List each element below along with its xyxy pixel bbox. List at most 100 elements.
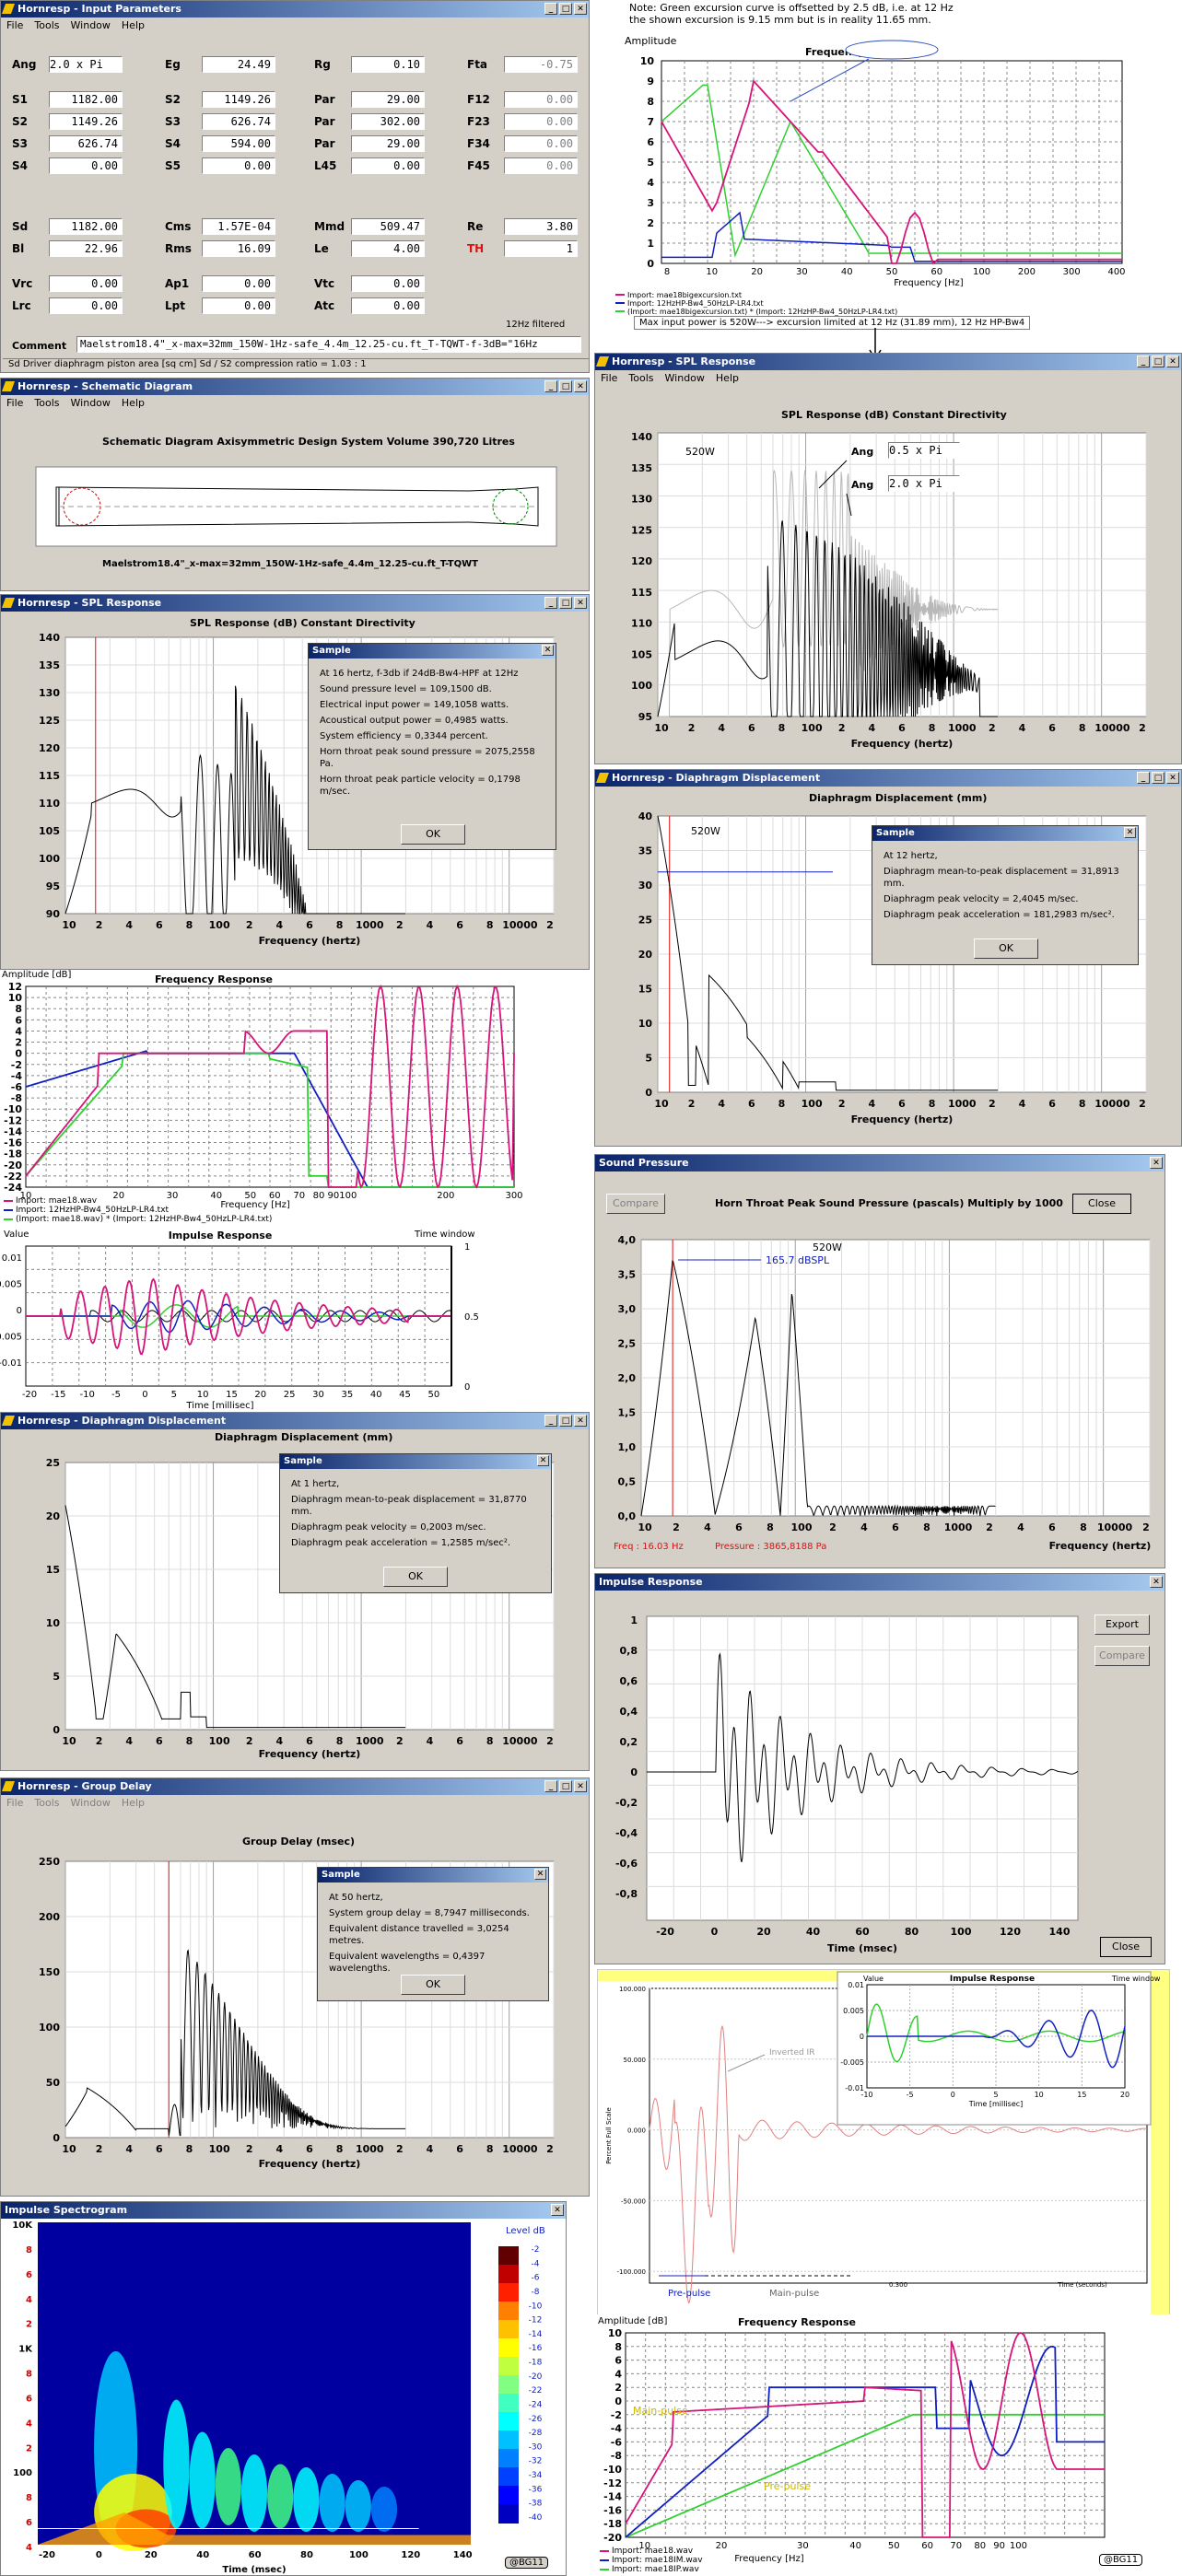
param-field[interactable]: 0.00 — [202, 275, 275, 292]
close-icon[interactable]: ✕ — [551, 2204, 564, 2216]
param-field[interactable]: 0.00 — [202, 157, 275, 174]
minimize-icon[interactable]: _ — [544, 597, 557, 609]
menu-help[interactable]: Help — [121, 1797, 145, 1809]
menu-tools[interactable]: Tools — [34, 397, 60, 409]
maximize-icon[interactable]: □ — [1152, 356, 1164, 367]
title-bar[interactable]: Sound Pressure ✕ — [595, 1155, 1164, 1171]
export-button[interactable]: Export — [1094, 1614, 1150, 1635]
param-field[interactable]: 1149.26 — [202, 91, 275, 108]
param-field[interactable]: 16.09 — [202, 240, 275, 257]
param-field[interactable]: 0.00 — [504, 91, 578, 108]
param-field[interactable]: 626.74 — [202, 113, 275, 130]
param-field[interactable]: 2.0 x Pi — [49, 56, 123, 73]
menu-help[interactable]: Help — [715, 372, 739, 384]
close-icon[interactable]: ✕ — [574, 1780, 587, 1792]
compare-button[interactable]: Compare — [606, 1194, 665, 1214]
close-icon[interactable]: ✕ — [1150, 1576, 1163, 1588]
param-field[interactable]: 1 — [504, 240, 578, 257]
title-bar[interactable]: Hornresp - SPL Response _ □ ✕ — [595, 354, 1181, 370]
ok-button[interactable]: OK — [401, 1975, 465, 1995]
comment-field[interactable]: Maelstrom18.4"_x-max=32mm_150W-1Hz-safe_… — [76, 336, 581, 353]
param-field[interactable]: 1182.00 — [49, 218, 123, 235]
minimize-icon[interactable]: _ — [544, 1780, 557, 1792]
param-field[interactable]: 24.49 — [202, 56, 275, 73]
title-bar[interactable]: Hornresp - Input Parameters _ □ ✕ — [1, 1, 589, 17]
param-field[interactable]: 0.00 — [351, 297, 425, 314]
param-field[interactable]: -0.75 — [504, 56, 578, 73]
title-bar[interactable]: Hornresp - Schematic Diagram _ □ ✕ — [1, 379, 589, 395]
title-bar[interactable]: Impulse Response ✕ — [595, 1574, 1164, 1591]
maximize-icon[interactable]: □ — [559, 1780, 572, 1792]
menu-window[interactable]: Window — [70, 19, 111, 31]
param-field[interactable]: 0.00 — [49, 297, 123, 314]
ok-button[interactable]: OK — [401, 824, 465, 845]
close-icon[interactable]: ✕ — [534, 1869, 546, 1880]
close-icon[interactable]: ✕ — [542, 645, 554, 656]
menu-window[interactable]: Window — [70, 1797, 111, 1809]
param-field[interactable]: 1.57E-04 — [202, 218, 275, 235]
close-icon[interactable]: ✕ — [1166, 772, 1179, 784]
param-field[interactable]: 0.00 — [49, 157, 123, 174]
title-bar[interactable]: Impulse Spectrogram ✕ — [1, 2202, 566, 2219]
maximize-icon[interactable]: □ — [559, 380, 572, 392]
close-icon[interactable]: ✕ — [1166, 356, 1179, 367]
param-field[interactable]: 594.00 — [202, 135, 275, 152]
param-field[interactable]: 0.00 — [504, 157, 578, 174]
param-field[interactable]: 1182.00 — [49, 91, 123, 108]
param-field[interactable]: 0.00 — [351, 275, 425, 292]
maximize-icon[interactable]: □ — [559, 1415, 572, 1427]
close-icon[interactable]: ✕ — [574, 1415, 587, 1427]
param-field[interactable]: 29.00 — [351, 91, 425, 108]
title-bar[interactable]: Hornresp - Diaphragm Displacement _ □ ✕ — [595, 770, 1181, 787]
minimize-icon[interactable]: _ — [1137, 772, 1150, 784]
param-field[interactable]: 4.00 — [351, 240, 425, 257]
close-icon[interactable]: ✕ — [574, 380, 587, 392]
param-field[interactable]: 302.00 — [351, 113, 425, 130]
param-field[interactable]: 0.00 — [351, 157, 425, 174]
close-button[interactable]: Close — [1072, 1194, 1131, 1214]
maximize-icon[interactable]: □ — [559, 597, 572, 609]
title-bar[interactable]: Hornresp - SPL Response _ □ ✕ — [1, 595, 589, 612]
title-bar[interactable]: Hornresp - Diaphragm Displacement _ □ ✕ — [1, 1413, 589, 1429]
close-icon[interactable]: ✕ — [574, 597, 587, 609]
menu-help[interactable]: Help — [121, 397, 145, 409]
param-field[interactable]: 0.00 — [202, 297, 275, 314]
close-icon[interactable]: ✕ — [537, 1455, 549, 1466]
close-icon[interactable]: ✕ — [1124, 827, 1136, 838]
param-field[interactable]: 509.47 — [351, 218, 425, 235]
menu-help[interactable]: Help — [121, 19, 145, 31]
param-field[interactable]: 0.00 — [49, 275, 123, 292]
menu-tools[interactable]: Tools — [628, 372, 654, 384]
ok-button[interactable]: OK — [383, 1567, 448, 1587]
param-field[interactable]: 3.80 — [504, 218, 578, 235]
ok-button[interactable]: OK — [974, 938, 1038, 959]
close-icon[interactable]: ✕ — [1150, 1157, 1163, 1169]
minimize-icon[interactable]: _ — [544, 1415, 557, 1427]
menu-tools[interactable]: Tools — [34, 19, 60, 31]
menu-window[interactable]: Window — [70, 397, 111, 409]
menu-file[interactable]: File — [6, 397, 24, 409]
param-field[interactable]: 0.10 — [351, 56, 425, 73]
menu-file[interactable]: File — [601, 372, 618, 384]
menu-file[interactable]: File — [6, 19, 24, 31]
menu-tools[interactable]: Tools — [34, 1797, 60, 1809]
close-button[interactable]: Close — [1100, 1937, 1152, 1957]
ang-field-2[interactable]: 2.0 x Pi — [888, 475, 960, 492]
close-icon[interactable]: ✕ — [574, 3, 587, 15]
param-field[interactable]: 29.00 — [351, 135, 425, 152]
minimize-icon[interactable]: _ — [544, 380, 557, 392]
ang-field-1[interactable]: 0.5 x Pi — [888, 442, 960, 459]
minimize-icon[interactable]: _ — [544, 3, 557, 15]
maximize-icon[interactable]: □ — [559, 3, 572, 15]
param-field[interactable]: 626.74 — [49, 135, 123, 152]
menu-file[interactable]: File — [6, 1797, 24, 1809]
minimize-icon[interactable]: _ — [1137, 356, 1150, 367]
param-field[interactable]: 1149.26 — [49, 113, 123, 130]
compare-button[interactable]: Compare — [1094, 1646, 1150, 1666]
param-field[interactable]: 0.00 — [504, 135, 578, 152]
title-bar[interactable]: Hornresp - Group Delay _ □ ✕ — [1, 1778, 589, 1795]
param-field[interactable]: 22.96 — [49, 240, 123, 257]
maximize-icon[interactable]: □ — [1152, 772, 1164, 784]
param-field[interactable]: 0.00 — [504, 113, 578, 130]
menu-window[interactable]: Window — [664, 372, 705, 384]
